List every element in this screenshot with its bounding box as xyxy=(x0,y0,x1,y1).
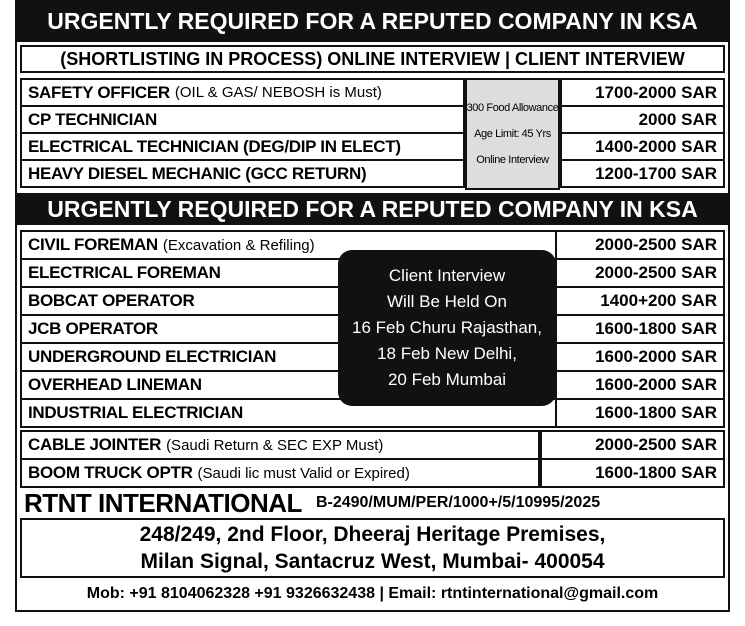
job-detail: (Saudi Return & SEC EXP Must) xyxy=(166,436,384,454)
job-detail: (Excavation & Refiling) xyxy=(162,236,315,254)
job-title: CP TECHNICIAN xyxy=(28,109,157,129)
subtitle: (SHORTLISTING IN PROCESS) ONLINE INTERVI… xyxy=(20,45,725,73)
job-title: JCB OPERATOR xyxy=(28,319,158,338)
section-title: URGENTLY REQUIRED FOR A REPUTED COMPANY … xyxy=(15,193,730,225)
job-detail: (Saudi lic must Valid or Expired) xyxy=(197,464,410,482)
notes-box: Client Interview Will Be Held On 16 Feb Ch… xyxy=(338,250,556,406)
address-line: 248/249, 2nd Floor, Dheeraj Heritage Pre… xyxy=(139,523,606,546)
salary: 1600-2000 SAR xyxy=(555,370,725,400)
job-row: SAFETY OFFICER (OIL & GAS/ NEBOSH is Must… xyxy=(20,78,465,107)
job-title: SAFETY OFFICER xyxy=(28,82,170,102)
job-title: UNDERGROUND ELECTRICIAN xyxy=(28,347,277,366)
job-row: ELECTRICAL TECHNICIAN (DEG/DIP IN ELECT) xyxy=(20,132,465,161)
salary: 1400+200 SAR xyxy=(555,286,725,316)
job-title: CIVIL FOREMAN xyxy=(28,235,158,254)
title: URGENTLY REQUIRED FOR A REPUTED COMPANY … xyxy=(15,0,730,42)
note-line: 300 Food Allowance xyxy=(466,102,559,114)
salary: 2000-2500 SAR xyxy=(555,230,725,260)
salary: 1600-1800 SAR xyxy=(555,314,725,344)
salary: 1400-2000 SAR xyxy=(560,132,725,161)
job-title: ELECTRICAL FOREMAN xyxy=(28,263,221,282)
salary: 1600-2000 SAR xyxy=(555,342,725,372)
salary: 1600-1800 SAR xyxy=(540,458,725,488)
job-detail: (OIL & GAS/ NEBOSH is Must) xyxy=(174,84,382,101)
salary: 1600-1800 SAR xyxy=(555,398,725,428)
job-title: INDUSTRIAL ELECTRICIAN xyxy=(28,403,244,422)
job-row: CABLE JOINTER (Saudi Return & SEC EXP Mus… xyxy=(20,430,540,460)
company-name: RTNT INTERNATIONAL xyxy=(24,488,302,518)
job-title: BOBCAT OPERATOR xyxy=(28,291,195,310)
footer-line: RTNT INTERNATIONAL B-2490/MUM/PER/1000+/5… xyxy=(20,488,725,518)
salary: 2000-2500 SAR xyxy=(555,258,725,288)
address-line: Milan Signal, Santacruz West, Mumbai- 40… xyxy=(140,550,605,573)
job-title: CABLE JOINTER xyxy=(28,435,162,454)
note-line: Online Interview xyxy=(476,154,549,166)
license-no: B-2490/MUM/PER/1000+/5/10995/2025 xyxy=(315,494,601,511)
salary: 2000 SAR xyxy=(560,105,725,134)
notes-box: 300 Food Allowance Age Limit: 45 Yrs Onlin… xyxy=(465,78,560,190)
job-row: BOOM TRUCK OPTR (Saudi lic must Valid or … xyxy=(20,458,540,488)
job-title: HEAVY DIESEL MECHANIC (GCC RETURN) xyxy=(28,163,367,183)
salary: 1700-2000 SAR xyxy=(560,78,725,107)
job-title: ELECTRICAL TECHNICIAN (DEG/DIP IN ELECT) xyxy=(28,136,401,156)
note-line: 16 Feb Churu Rajasthan, xyxy=(352,318,542,337)
contact: Mob: +91 8104062328 +91 9326632438 | Ema… xyxy=(86,585,659,602)
job-title: OVERHEAD LINEMAN xyxy=(28,375,202,394)
note-line: Age Limit: 45 Yrs xyxy=(474,128,551,140)
note-line: 18 Feb New Delhi, xyxy=(377,344,517,363)
note-line: Client Interview xyxy=(388,266,506,285)
job-title: BOOM TRUCK OPTR xyxy=(28,463,193,482)
note-line: 20 Feb Mumbai xyxy=(387,370,507,389)
job-row: HEAVY DIESEL MECHANIC (GCC RETURN) xyxy=(20,159,465,188)
job-row: CP TECHNICIAN xyxy=(20,105,465,134)
salary: 2000-2500 SAR xyxy=(540,430,725,460)
note-line: Will Be Held On xyxy=(387,292,507,311)
address-box: 248/249, 2nd Floor, Dheeraj Heritage Pre… xyxy=(20,518,725,578)
salary: 1200-1700 SAR xyxy=(560,159,725,188)
